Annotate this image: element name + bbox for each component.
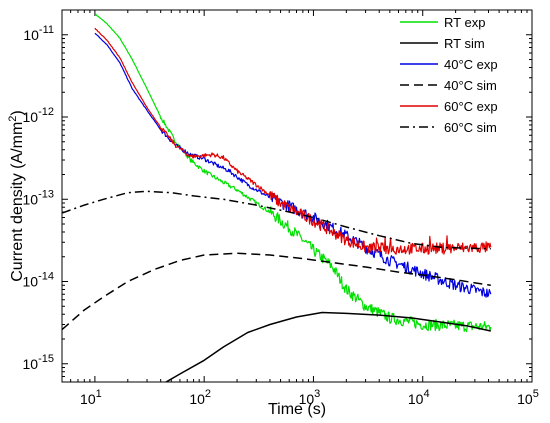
legend-label-3: 40°C sim [444, 78, 497, 93]
y-tick-label: 10-12 [23, 106, 54, 125]
series-line-2 [94, 32, 492, 298]
y-tick-label: 10-14 [23, 271, 54, 290]
x-axis-label: Time (s) [268, 401, 326, 418]
series-line-3 [62, 252, 491, 331]
series-group [62, 13, 492, 382]
legend-label-1: RT sim [444, 36, 485, 51]
legend-label-5: 60°C sim [444, 120, 497, 135]
legend-label-0: RT exp [444, 15, 485, 30]
series-line-4 [94, 27, 492, 255]
legend-label-4: 60°C exp [444, 99, 498, 114]
x-tick-label: 102 [189, 388, 211, 407]
y-axis-label: Current density (A/mm2) [7, 110, 26, 282]
y-tick-label: 10-15 [23, 353, 54, 372]
x-tick-label: 105 [517, 388, 539, 407]
x-tick-label: 103 [299, 388, 321, 407]
series-line-1 [164, 311, 491, 382]
legend-label-2: 40°C exp [444, 57, 498, 72]
x-tick-label: 101 [80, 388, 102, 407]
x-tick-label: 104 [408, 388, 430, 407]
axis-ticks: 101 102 103 104 105 10-15 10-14 10-13 10-12 10-11 [23, 9, 539, 407]
y-tick-label: 10-13 [23, 188, 54, 207]
series-line-5 [62, 190, 491, 250]
y-tick-label: 10-11 [23, 24, 54, 43]
legend: RT exp RT sim 40°C exp 40°C sim 60°C exp 60°C… [400, 15, 498, 135]
series-line-0 [94, 13, 492, 333]
